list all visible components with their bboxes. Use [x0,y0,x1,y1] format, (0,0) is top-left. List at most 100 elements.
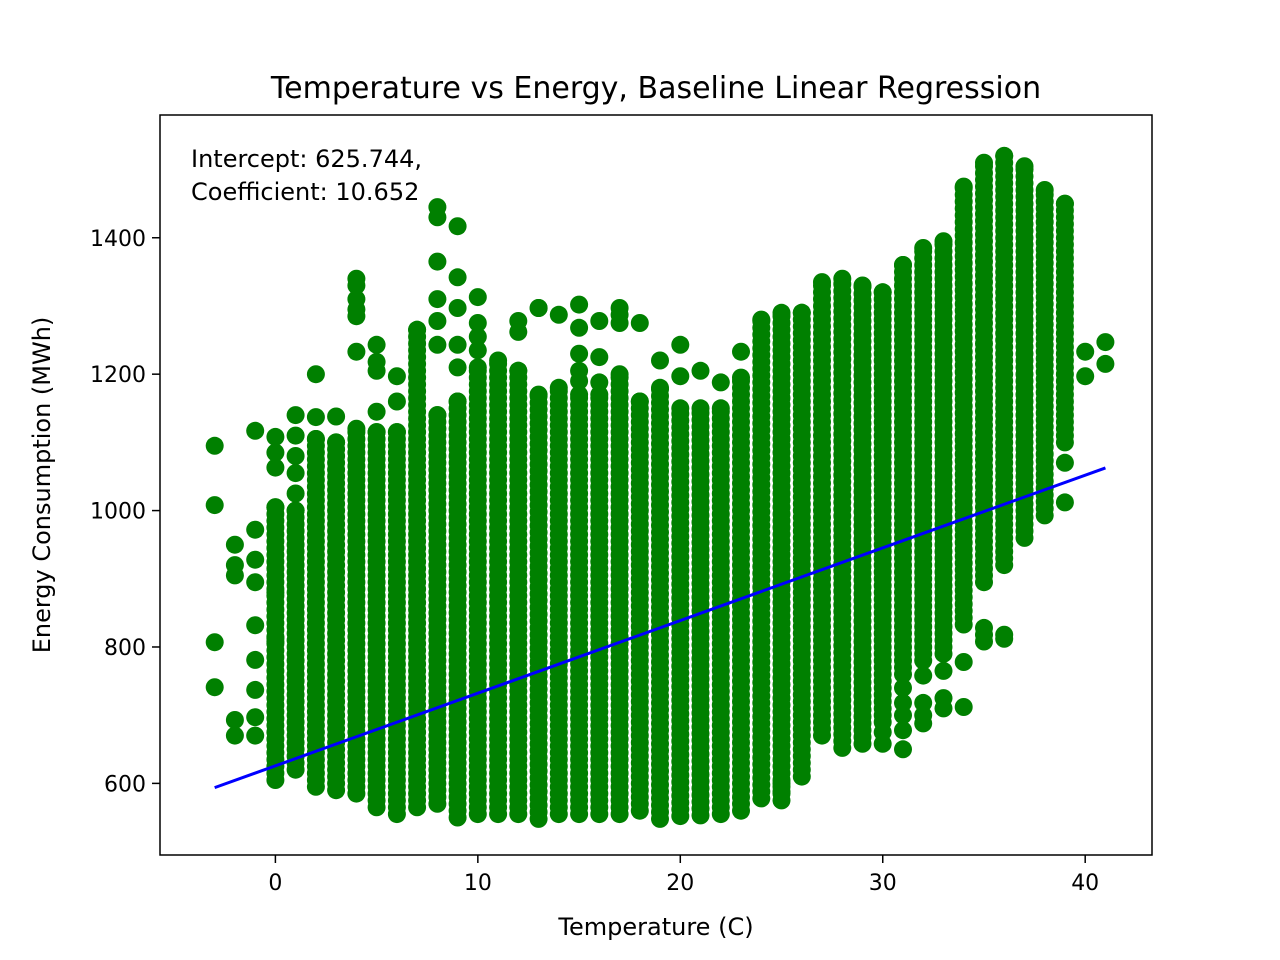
data-point [246,573,265,592]
data-point [286,426,305,445]
data-point [347,419,366,438]
data-point [529,385,548,404]
data-point [408,320,427,339]
data-point [266,583,285,602]
data-point [914,714,933,733]
data-point [448,299,467,317]
data-point [225,566,244,585]
data-point [347,342,366,361]
data-point [792,303,811,322]
data-point [468,288,487,307]
data-point [509,361,528,380]
data-point [833,269,852,288]
data-point [448,358,467,377]
data-point [954,177,973,196]
x-axis-ticks: 0 10 20 30 40 [268,855,1099,896]
data-point [367,361,386,380]
data-point [387,423,406,442]
data-point [387,392,406,411]
data-point [853,276,872,295]
data-point [286,501,305,520]
data-point [286,447,305,465]
data-point [570,372,589,390]
data-point [306,365,325,384]
data-point [995,629,1014,648]
data-point [894,693,912,712]
data-point [914,693,933,712]
data-point [246,550,265,569]
data-point [205,496,224,515]
data-point [266,458,285,477]
data-point [651,378,669,397]
data-point [428,335,447,354]
data-point [671,335,690,354]
data-point [286,406,305,425]
data-point [1055,194,1074,213]
chart-title: Temperature vs Energy, Baseline Linear R… [270,71,1041,106]
data-point [1035,181,1054,199]
data-point [590,348,609,367]
data-point [975,632,993,651]
data-point [873,734,892,753]
data-point [448,335,467,354]
data-point [752,310,771,329]
x-tick-label: 0 [268,871,282,896]
data-point [671,367,690,386]
data-point [246,616,265,635]
data-point [630,392,649,411]
data-point [711,399,730,418]
data-point [671,399,690,418]
data-point [205,436,224,455]
data-point [529,299,548,317]
data-point [428,290,447,309]
data-point [1055,453,1074,472]
data-point [1096,333,1115,352]
data-point [570,318,589,337]
data-point [954,653,973,671]
data-point [934,661,953,680]
data-point [813,273,831,292]
y-tick-label: 1200 [90,363,146,388]
data-point [225,535,244,554]
data-point [246,708,265,727]
data-point [549,378,568,397]
data-point [266,498,285,517]
regression-line [214,466,1106,790]
data-point [732,342,750,361]
data-point [954,698,973,716]
data-point [934,699,953,718]
y-tick-label: 800 [104,636,146,661]
data-point [711,373,730,392]
data-point [1096,354,1115,373]
data-point [468,341,487,360]
data-point [651,351,669,370]
data-point [306,430,325,448]
data-point [732,368,750,387]
data-point [246,421,265,440]
data-point [468,327,487,346]
axes-frame [159,114,1153,856]
data-point [387,367,406,386]
data-point [894,256,912,274]
data-point [225,711,244,729]
data-point [367,423,386,442]
data-point [894,706,912,725]
data-point [428,252,447,271]
data-point [327,433,346,452]
data-point [448,217,467,236]
annotation-coefficient: Coefficient: 10.652 [191,178,419,206]
data-point [367,402,386,421]
x-tick-label: 10 [464,871,492,896]
data-point [894,721,912,740]
x-tick-label: 20 [666,871,694,896]
data-point [225,726,244,745]
data-point [448,392,467,411]
data-point [246,726,265,745]
data-point [590,312,609,330]
data-point [428,208,447,227]
data-point [509,322,528,341]
data-point [246,520,265,539]
data-point [367,335,386,354]
data-point [630,314,649,332]
data-point [772,782,791,801]
